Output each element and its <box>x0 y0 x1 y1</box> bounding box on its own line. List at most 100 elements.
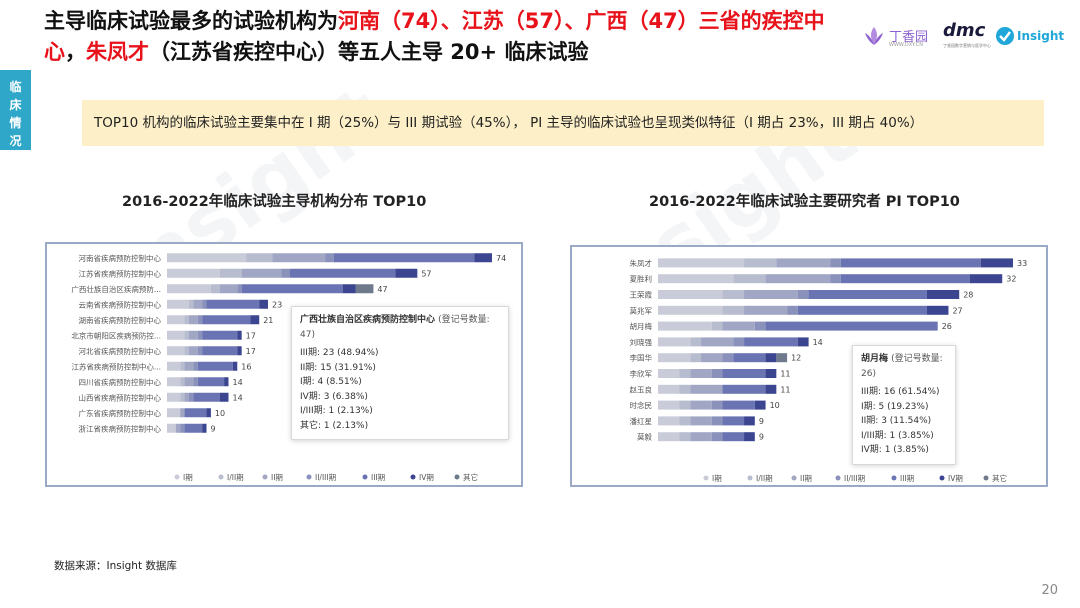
bar-segment[interactable] <box>797 337 809 347</box>
bar-segment[interactable] <box>202 330 238 340</box>
bar-segment[interactable] <box>237 330 242 340</box>
bar-segment[interactable] <box>184 423 203 433</box>
bar-segment[interactable] <box>744 432 755 442</box>
bar-segment[interactable] <box>776 353 788 363</box>
bar-segment[interactable] <box>776 258 831 268</box>
bar-segment[interactable] <box>188 330 198 340</box>
bar-segment[interactable] <box>188 346 198 356</box>
bar-segment[interactable] <box>184 392 189 402</box>
bar-segment[interactable] <box>175 423 181 433</box>
bar-segment[interactable] <box>830 258 841 268</box>
bar-segment[interactable] <box>765 321 938 331</box>
bar-segment[interactable] <box>237 346 242 356</box>
legend-label[interactable]: II期 <box>800 474 812 483</box>
bar-segment[interactable] <box>206 408 211 418</box>
bar-segment[interactable] <box>206 299 260 309</box>
legend-label[interactable]: II/III期 <box>315 473 336 482</box>
bar-segment[interactable] <box>289 268 396 278</box>
bar-segment[interactable] <box>754 400 766 410</box>
bar-segment[interactable] <box>658 432 680 442</box>
bar-segment[interactable] <box>679 384 691 394</box>
legend-label[interactable]: I期 <box>183 473 193 482</box>
bar-segment[interactable] <box>167 408 181 418</box>
bar-segment[interactable] <box>797 305 927 315</box>
bar-segment[interactable] <box>690 432 712 442</box>
bar-segment[interactable] <box>167 330 185 340</box>
bar-segment[interactable] <box>184 361 194 371</box>
bar-segment[interactable] <box>658 337 691 347</box>
bar-segment[interactable] <box>202 299 207 309</box>
bar-segment[interactable] <box>722 305 745 315</box>
bar-segment[interactable] <box>722 384 766 394</box>
bar-segment[interactable] <box>395 268 418 278</box>
bar-segment[interactable] <box>733 337 745 347</box>
bar-segment[interactable] <box>926 305 949 315</box>
bar-segment[interactable] <box>658 400 680 410</box>
bar-segment[interactable] <box>188 299 194 309</box>
bar-segment[interactable] <box>722 432 745 442</box>
bar-segment[interactable] <box>237 284 242 294</box>
bar-segment[interactable] <box>658 384 680 394</box>
bar-segment[interactable] <box>787 305 798 315</box>
bar-segment[interactable] <box>690 337 702 347</box>
bar-segment[interactable] <box>193 299 203 309</box>
bar-segment[interactable] <box>246 253 273 263</box>
bar-segment[interactable] <box>744 337 798 347</box>
legend-label[interactable]: III期 <box>900 474 914 483</box>
bar-segment[interactable] <box>733 353 766 363</box>
bar-segment[interactable] <box>658 321 712 331</box>
bar-segment[interactable] <box>744 290 798 299</box>
bar-segment[interactable] <box>197 330 203 340</box>
bar-segment[interactable] <box>197 346 203 356</box>
bar-segment[interactable] <box>969 274 1003 284</box>
bar-segment[interactable] <box>679 400 691 410</box>
bar-segment[interactable] <box>241 268 282 278</box>
bar-segment[interactable] <box>219 284 238 294</box>
bar-segment[interactable] <box>184 346 189 356</box>
bar-segment[interactable] <box>167 299 189 309</box>
legend-label[interactable]: IV期 <box>419 473 434 482</box>
bar-segment[interactable] <box>355 284 374 294</box>
bar-segment[interactable] <box>202 423 207 433</box>
bar-segment[interactable] <box>167 268 220 278</box>
bar-segment[interactable] <box>765 384 777 394</box>
bar-segment[interactable] <box>180 392 185 402</box>
bar-segment[interactable] <box>658 305 723 315</box>
bar-segment[interactable] <box>830 274 841 284</box>
bar-segment[interactable] <box>184 377 194 387</box>
bar-segment[interactable] <box>241 284 343 294</box>
bar-segment[interactable] <box>272 253 326 263</box>
bar-segment[interactable] <box>690 400 712 410</box>
bar-segment[interactable] <box>180 361 185 371</box>
bar-segment[interactable] <box>180 423 185 433</box>
bar-segment[interactable] <box>658 290 723 299</box>
bar-segment[interactable] <box>679 432 691 442</box>
bar-segment[interactable] <box>184 330 189 340</box>
bar-segment[interactable] <box>765 369 777 378</box>
bar-segment[interactable] <box>840 258 981 268</box>
bar-segment[interactable] <box>658 353 691 363</box>
bar-segment[interactable] <box>701 353 723 363</box>
bar-segment[interactable] <box>202 346 238 356</box>
bar-segment[interactable] <box>711 321 723 331</box>
bar-segment[interactable] <box>722 290 745 299</box>
bar-segment[interactable] <box>711 432 723 442</box>
bar-segment[interactable] <box>765 274 831 284</box>
bar-segment[interactable] <box>167 253 247 263</box>
bar-segment[interactable] <box>184 315 189 325</box>
bar-segment[interactable] <box>333 253 475 263</box>
bar-segment[interactable] <box>722 416 745 426</box>
bar-segment[interactable] <box>250 315 260 325</box>
bar-segment[interactable] <box>722 369 766 378</box>
bar-segment[interactable] <box>690 369 712 378</box>
bar-segment[interactable] <box>744 305 788 315</box>
legend-label[interactable]: IV期 <box>948 474 963 483</box>
bar-segment[interactable] <box>765 353 777 363</box>
bar-segment[interactable] <box>744 258 777 268</box>
bar-segment[interactable] <box>167 315 185 325</box>
bar-segment[interactable] <box>722 353 734 363</box>
bar-segment[interactable] <box>193 377 198 387</box>
legend-label[interactable]: I/II期 <box>227 473 244 482</box>
bar-segment[interactable] <box>188 315 198 325</box>
bar-segment[interactable] <box>733 274 766 284</box>
